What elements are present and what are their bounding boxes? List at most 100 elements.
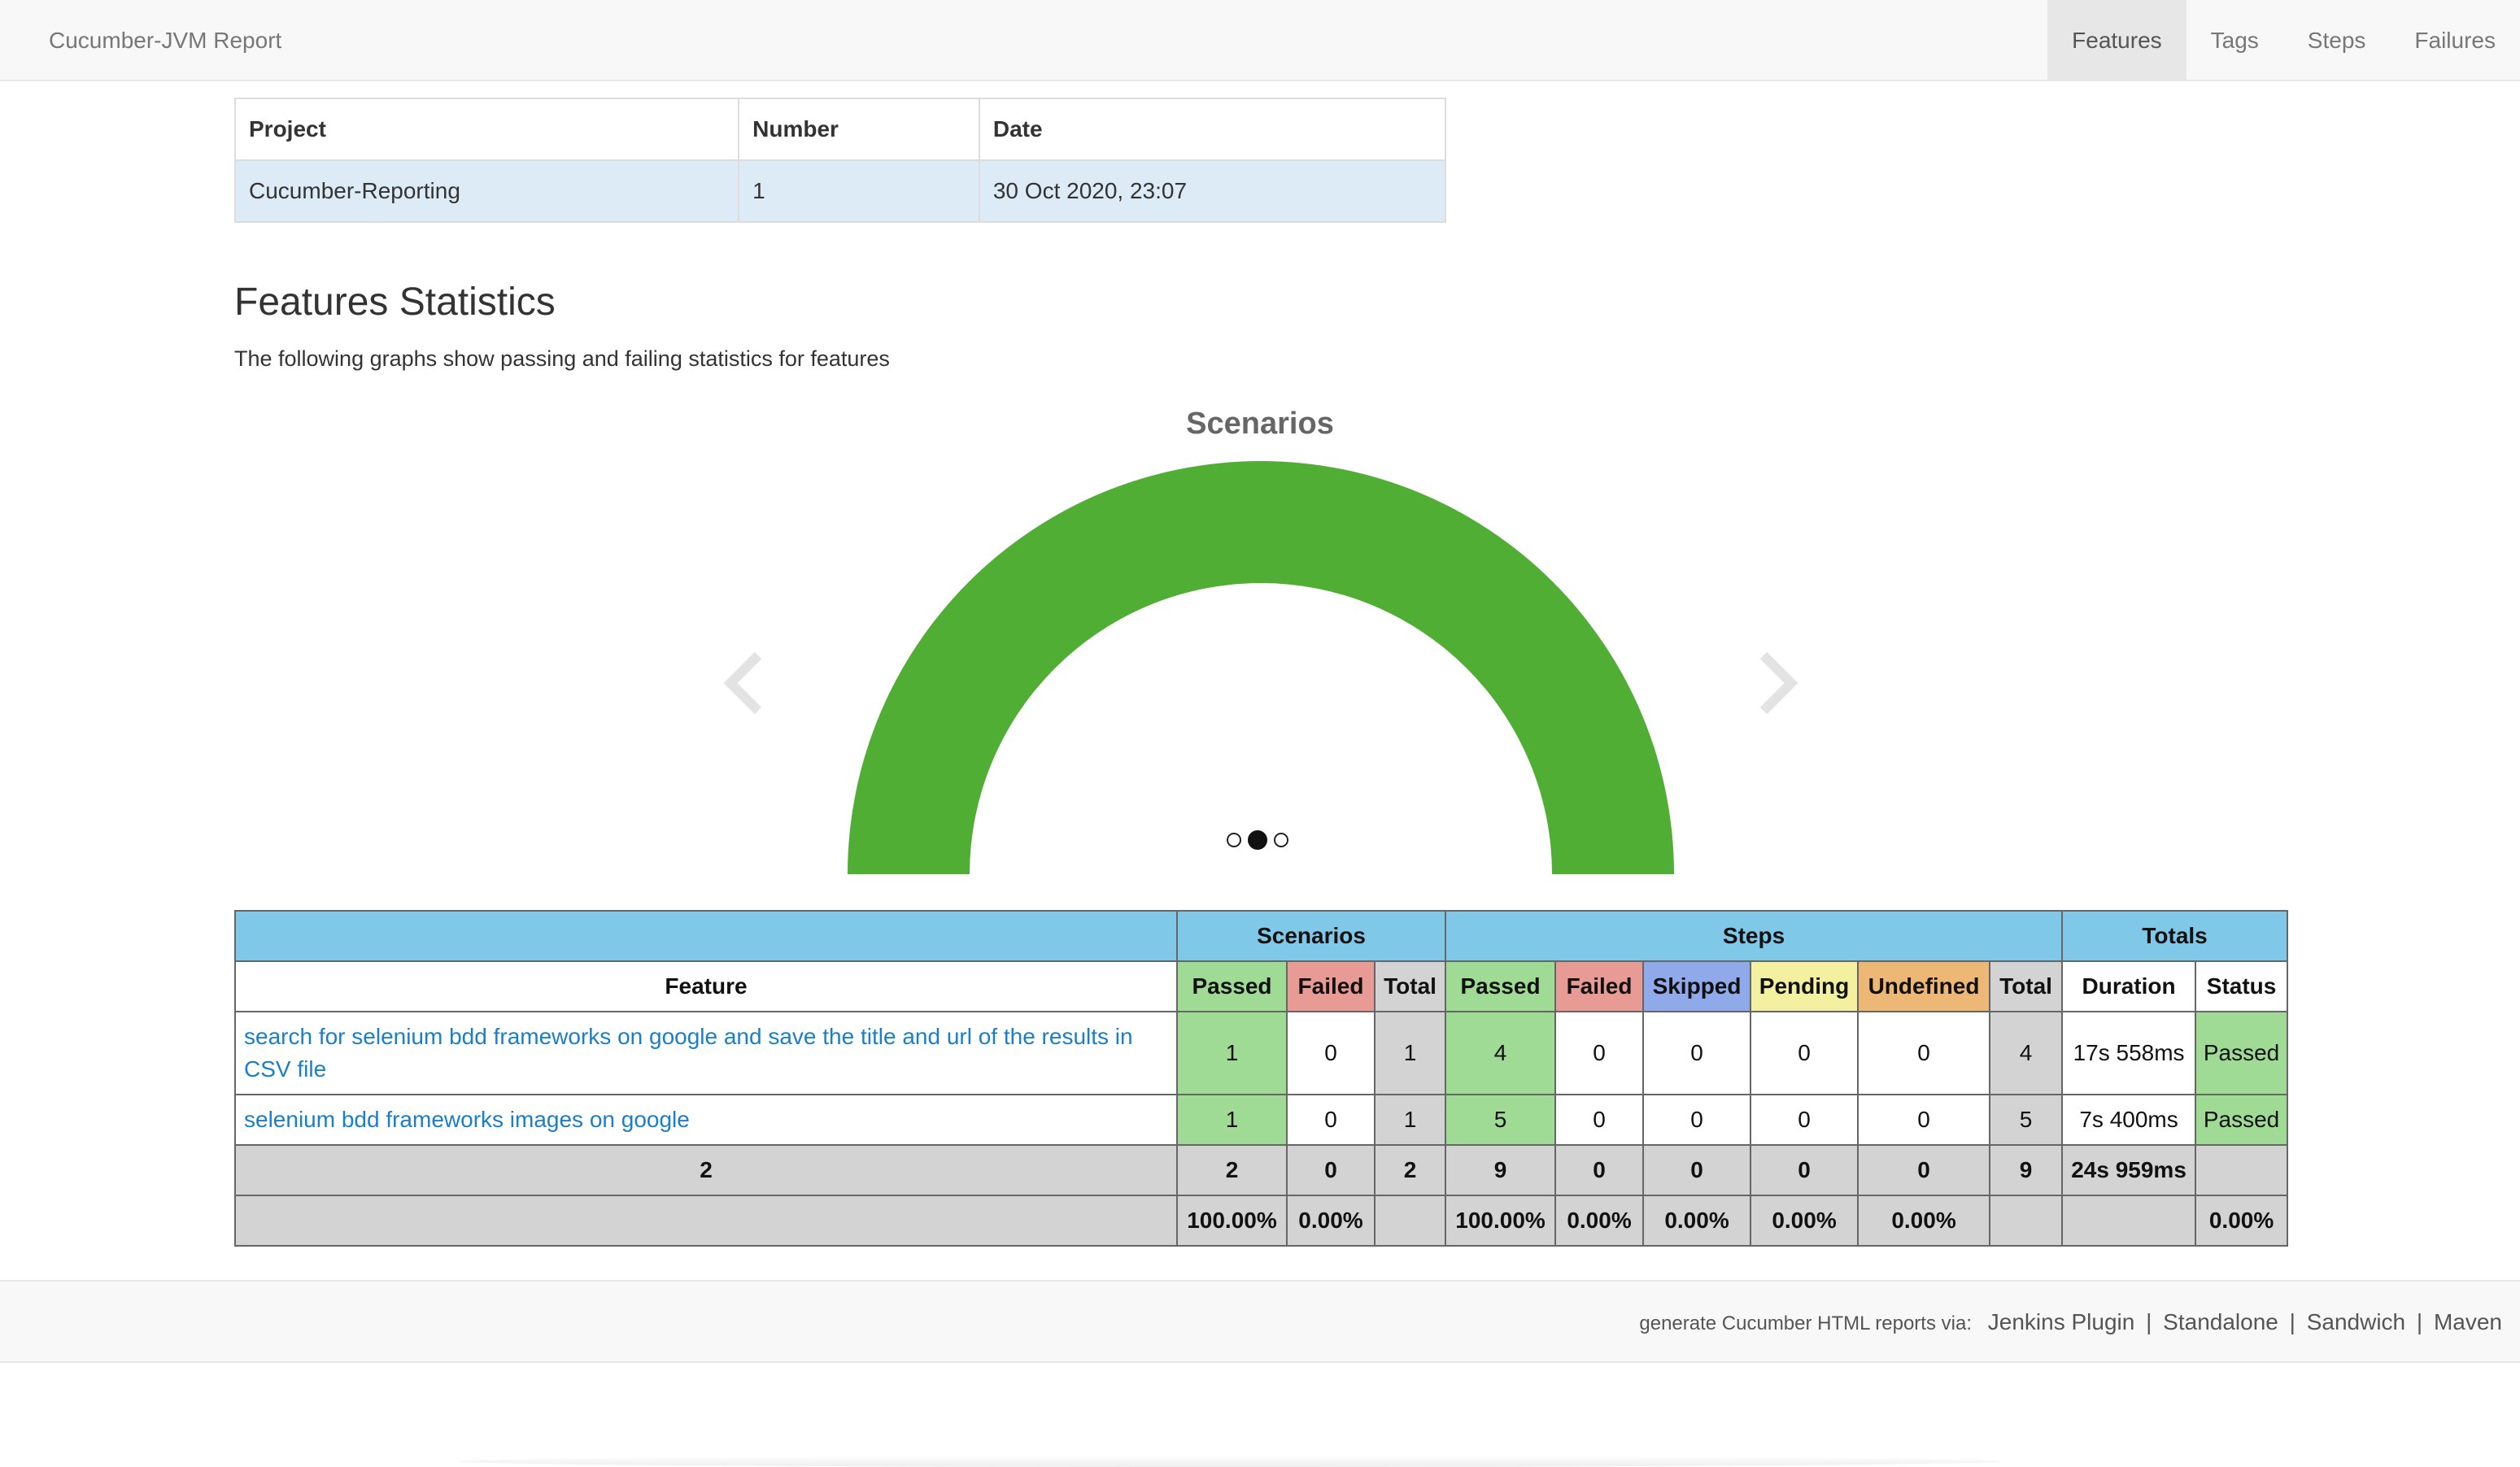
scenarios-passed-cell: 1 [1176, 1011, 1288, 1095]
col-steps-total[interactable]: Total [1989, 960, 2064, 1012]
col-steps-failed[interactable]: Failed [1554, 960, 1645, 1012]
footer-link-jenkins[interactable]: Jenkins Plugin [1987, 1309, 2135, 1334]
total-features-cell: 2 [234, 1144, 1178, 1196]
steps-skipped-cell: 0 [1642, 1011, 1752, 1095]
total-steps-skipped: 0 [1642, 1144, 1752, 1196]
carousel-dot-2[interactable] [1248, 830, 1267, 850]
carousel-dot-1[interactable] [1227, 833, 1241, 847]
footer-link-standalone[interactable]: Standalone [2163, 1309, 2278, 1334]
nav-item-tags[interactable]: Tags [2210, 28, 2259, 53]
status-cell: Passed [2195, 1094, 2289, 1146]
date-value: 30 Oct 2020, 23:07 [978, 159, 1447, 223]
steps-undefined-cell: 0 [1857, 1094, 1991, 1146]
header-project: Project [233, 98, 740, 161]
col-steps-skipped[interactable]: Skipped [1642, 960, 1752, 1012]
group-feature-blank [234, 910, 1178, 962]
pct-scenarios-total [1373, 1195, 1447, 1247]
col-steps-pending[interactable]: Pending [1750, 960, 1859, 1012]
total-steps-undefined: 0 [1857, 1144, 1991, 1196]
build-info-header-row: Project Number Date [233, 98, 1447, 161]
section-description: The following graphs show passing and fa… [234, 346, 890, 371]
col-status[interactable]: Status [2195, 960, 2289, 1012]
steps-total-cell: 5 [1989, 1094, 2064, 1146]
group-scenarios: Scenarios [1175, 910, 1447, 962]
col-duration[interactable]: Duration [2061, 960, 2197, 1012]
duration-cell: 17s 558ms [2061, 1011, 2197, 1095]
total-status [2195, 1144, 2289, 1196]
carousel-next-icon[interactable] [1754, 651, 1799, 716]
total-duration: 24s 959ms [2061, 1144, 2197, 1196]
scenarios-passed-cell: 1 [1176, 1094, 1288, 1146]
feature-link[interactable]: selenium bdd frameworks images on google [234, 1094, 1178, 1146]
footer-link-maven[interactable]: Maven [2433, 1309, 2502, 1334]
carousel-prev-icon[interactable] [722, 651, 768, 716]
steps-failed-cell: 0 [1554, 1011, 1645, 1095]
pct-feature-blank [234, 1195, 1178, 1247]
scenarios-total-cell: 1 [1373, 1011, 1447, 1095]
header-number: Number [738, 98, 980, 161]
pct-steps-passed: 100.00% [1445, 1195, 1557, 1247]
group-steps: Steps [1445, 910, 2064, 962]
pct-steps-failed: 0.00% [1554, 1195, 1645, 1247]
nav-item-failures[interactable]: Failures [2414, 28, 2496, 53]
pct-steps-total [1989, 1195, 2064, 1247]
col-feature[interactable]: Feature [234, 960, 1178, 1012]
carousel-dot-3[interactable] [1274, 833, 1288, 847]
duration-cell: 7s 400ms [2061, 1094, 2197, 1146]
carousel-indicators [1227, 830, 1288, 850]
group-header-row: Scenarios Steps Totals [234, 910, 2289, 962]
navbar: Cucumber-JVM Report Features Tags Steps … [0, 0, 2520, 81]
build-info-table: Project Number Date Cucumber-Reporting 1… [233, 98, 1447, 223]
scenarios-total-cell: 1 [1373, 1094, 1447, 1146]
steps-passed-cell: 4 [1445, 1011, 1557, 1095]
pct-steps-undefined: 0.00% [1857, 1195, 1991, 1247]
pct-steps-pending: 0.00% [1750, 1195, 1859, 1247]
total-scenarios-passed: 2 [1176, 1144, 1288, 1196]
feature-stats-table: Scenarios Steps Totals Feature Passed Fa… [234, 910, 2289, 1247]
col-scenarios-failed[interactable]: Failed [1286, 960, 1376, 1012]
footer-separator: | [2289, 1309, 2295, 1334]
footer-separator: | [2146, 1309, 2152, 1334]
totals-row: 2 2 0 2 9 0 0 0 0 9 24s 959ms [234, 1144, 2289, 1196]
percentages-row: 100.00% 0.00% 100.00% 0.00% 0.00% 0.00% … [234, 1195, 2289, 1247]
steps-failed-cell: 0 [1554, 1094, 1645, 1146]
chart-slice-passed[interactable] [848, 461, 1674, 874]
steps-undefined-cell: 0 [1857, 1011, 1991, 1095]
footer-links: generate Cucumber HTML reports via: Jenk… [1639, 1282, 2502, 1363]
pct-scenarios-passed: 100.00% [1176, 1195, 1288, 1247]
scenarios-chart [848, 461, 1674, 874]
total-steps-pending: 0 [1750, 1144, 1859, 1196]
col-steps-undefined[interactable]: Undefined [1857, 960, 1991, 1012]
total-steps-passed: 9 [1445, 1144, 1557, 1196]
steps-total-cell: 4 [1989, 1011, 2064, 1095]
column-header-row: Feature Passed Failed Total Passed Faile… [234, 960, 2289, 1012]
steps-passed-cell: 5 [1445, 1094, 1557, 1146]
group-totals: Totals [2061, 910, 2289, 962]
pct-steps-skipped: 0.00% [1642, 1195, 1752, 1247]
chart-title: Scenarios [1186, 407, 1334, 441]
page-bottom-shadow [456, 1456, 2001, 1467]
project-value: Cucumber-Reporting [233, 159, 740, 223]
total-scenarios-total: 2 [1373, 1144, 1447, 1196]
total-steps-total: 9 [1989, 1144, 2064, 1196]
footer-link-sandwich[interactable]: Sandwich [2306, 1309, 2406, 1334]
total-scenarios-failed: 0 [1286, 1144, 1376, 1196]
table-row: selenium bdd frameworks images on google… [234, 1094, 2289, 1146]
col-scenarios-total[interactable]: Total [1373, 960, 1447, 1012]
pct-scenarios-failed: 0.00% [1286, 1195, 1376, 1247]
nav-item-features[interactable]: Features [2047, 0, 2186, 80]
col-scenarios-passed[interactable]: Passed [1176, 960, 1288, 1012]
pct-status: 0.00% [2195, 1195, 2289, 1247]
pct-duration [2061, 1195, 2197, 1247]
nav-item-steps[interactable]: Steps [2307, 28, 2366, 53]
steps-pending-cell: 0 [1750, 1094, 1859, 1146]
brand-link[interactable]: Cucumber-JVM Report [49, 28, 282, 53]
scenarios-failed-cell: 0 [1286, 1094, 1376, 1146]
nav-menu: Features Tags Steps Failures [2047, 0, 2520, 81]
header-date: Date [978, 98, 1447, 161]
status-cell: Passed [2195, 1011, 2289, 1095]
footer-prefix: generate Cucumber HTML reports via: [1639, 1312, 1972, 1334]
col-steps-passed[interactable]: Passed [1445, 960, 1557, 1012]
steps-skipped-cell: 0 [1642, 1094, 1752, 1146]
feature-link[interactable]: search for selenium bdd frameworks on go… [234, 1011, 1178, 1095]
